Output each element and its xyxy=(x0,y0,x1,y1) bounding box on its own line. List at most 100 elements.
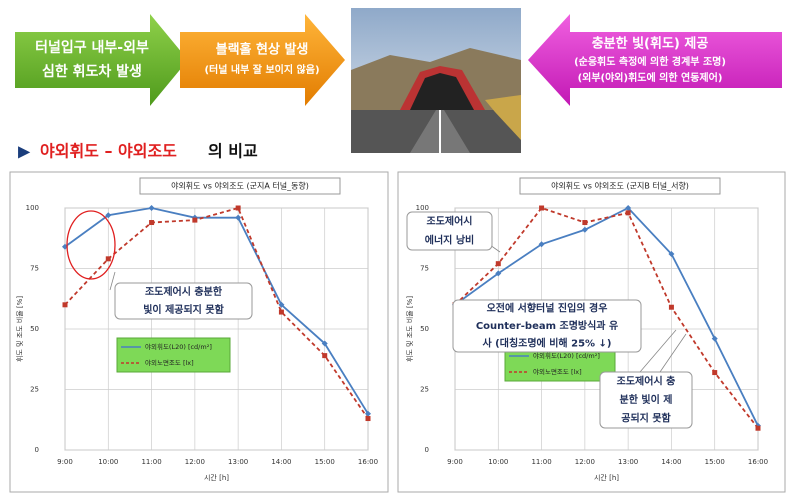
chart-title-box xyxy=(519,177,721,195)
callout-box xyxy=(452,299,642,353)
point xyxy=(625,205,632,211)
callout-text: 공되지 못함 xyxy=(621,412,671,425)
point xyxy=(711,335,718,342)
series-line xyxy=(64,207,369,415)
point xyxy=(582,220,588,226)
y-tick-label: 0 xyxy=(35,446,39,454)
x-tick-label: 11:00 xyxy=(141,458,161,466)
x-tick-label: 12:00 xyxy=(575,458,595,466)
y-axis-label: 휘도 및 조도 비율 [%] xyxy=(15,296,24,362)
x-tick-label: 10:00 xyxy=(98,458,118,466)
callout-box xyxy=(599,371,693,429)
point xyxy=(668,304,674,310)
x-tick-label: 9:00 xyxy=(57,458,73,466)
callout-text: Counter-beam 조명방식과 유 xyxy=(476,319,618,332)
arrow-text: 터널입구 내부-외부 xyxy=(35,39,149,56)
callout-text: 조도제어시 xyxy=(427,215,473,228)
y-tick-label: 25 xyxy=(420,386,429,394)
x-tick-label: 12:00 xyxy=(185,458,205,466)
y-tick-label: 0 xyxy=(425,446,429,454)
x-tick-label: 13:00 xyxy=(228,458,248,466)
point xyxy=(495,270,502,277)
point xyxy=(278,301,285,308)
point xyxy=(148,205,155,211)
y-tick-label: 100 xyxy=(416,204,429,212)
chart-title: 야외휘도 vs 야외조도 (군지A 터널_동향) xyxy=(171,181,309,191)
tunnel-photo xyxy=(351,8,521,153)
callout-box xyxy=(406,211,493,251)
callout-leader xyxy=(659,333,687,373)
arrow-text: 충분한 빛(휘도) 제공 xyxy=(592,36,709,52)
arrow-text: (순응휘도 측정에 의한 경계부 조명) xyxy=(574,55,726,68)
legend-label: 야외휘도(L20) [cd/m²] xyxy=(533,351,600,360)
legend-label: 야외노면조도 [lx] xyxy=(533,367,582,376)
point xyxy=(149,220,155,226)
y-tick-label: 75 xyxy=(420,265,429,273)
heading-rest: 의 비교 xyxy=(208,142,258,161)
point xyxy=(581,226,588,233)
x-tick-label: 13:00 xyxy=(618,458,638,466)
callout-box xyxy=(114,282,253,320)
series-line xyxy=(454,206,759,427)
point xyxy=(105,212,112,219)
heading-marker: ▶ xyxy=(18,142,31,161)
arrow-text: 심한 휘도차 발생 xyxy=(42,63,142,80)
x-tick-label: 11:00 xyxy=(531,458,551,466)
x-tick-label: 9:00 xyxy=(447,458,463,466)
callout-leader xyxy=(639,329,677,373)
point xyxy=(192,217,198,223)
callout-text: 에너지 낭비 xyxy=(425,234,474,247)
point xyxy=(235,214,242,221)
series-line xyxy=(454,206,759,429)
x-axis-label: 시간 [h] xyxy=(594,473,619,482)
x-tick-label: 14:00 xyxy=(661,458,681,466)
y-tick-label: 25 xyxy=(30,386,39,394)
series-line xyxy=(64,206,369,420)
y-tick-label: 100 xyxy=(26,204,39,212)
x-tick-label: 16:00 xyxy=(358,458,378,466)
x-tick-label: 14:00 xyxy=(271,458,291,466)
point xyxy=(321,340,328,347)
heading-highlight: 야외휘도 – 야외조도 xyxy=(40,142,177,161)
arrow-orange xyxy=(180,14,345,106)
callout-text: 조도제어시 충분한 xyxy=(145,285,223,298)
x-axis-label: 시간 [h] xyxy=(204,473,229,482)
point xyxy=(495,261,501,267)
x-tick-label: 16:00 xyxy=(748,458,768,466)
callout-text: 빛이 제공되지 못함 xyxy=(143,303,224,316)
point xyxy=(365,410,371,417)
legend-box xyxy=(116,337,231,373)
point xyxy=(365,416,371,422)
point xyxy=(625,210,631,216)
x-tick-label: 15:00 xyxy=(705,458,725,466)
point xyxy=(235,205,241,211)
arrow-text: 블랙홀 현상 발생 xyxy=(216,42,309,58)
legend-label: 야외노면조도 [lx] xyxy=(145,358,194,367)
arrow-green xyxy=(15,14,188,106)
callout-text: 분한 빛이 제 xyxy=(620,393,673,406)
y-tick-label: 50 xyxy=(30,325,39,333)
arrow-text: (터널 내부 잘 보이지 않음) xyxy=(204,63,319,76)
point xyxy=(538,241,545,248)
chart-title-box xyxy=(139,177,341,195)
callout-text: 사 (대칭조명에 비해 25% ↓) xyxy=(483,336,612,349)
legend-label: 야외휘도(L20) [cd/m²] xyxy=(145,342,212,351)
point xyxy=(539,205,545,211)
x-tick-label: 15:00 xyxy=(315,458,335,466)
point xyxy=(62,302,68,308)
arrow-text: (외부(야외)휘도에 의한 연동제어) xyxy=(578,71,723,84)
point xyxy=(278,309,284,315)
chart-frame xyxy=(9,171,389,493)
y-tick-label: 50 xyxy=(420,325,429,333)
highlight-ellipse xyxy=(66,210,116,280)
point xyxy=(105,256,111,262)
point xyxy=(322,353,328,359)
point xyxy=(755,425,761,431)
point xyxy=(712,370,718,376)
legend-box xyxy=(504,346,616,382)
x-tick-label: 10:00 xyxy=(488,458,508,466)
y-tick-label: 75 xyxy=(30,265,39,273)
callout-leader xyxy=(109,271,116,291)
chart-title: 야외휘도 vs 야외조도 (군지B 터널_서향) xyxy=(551,181,689,191)
